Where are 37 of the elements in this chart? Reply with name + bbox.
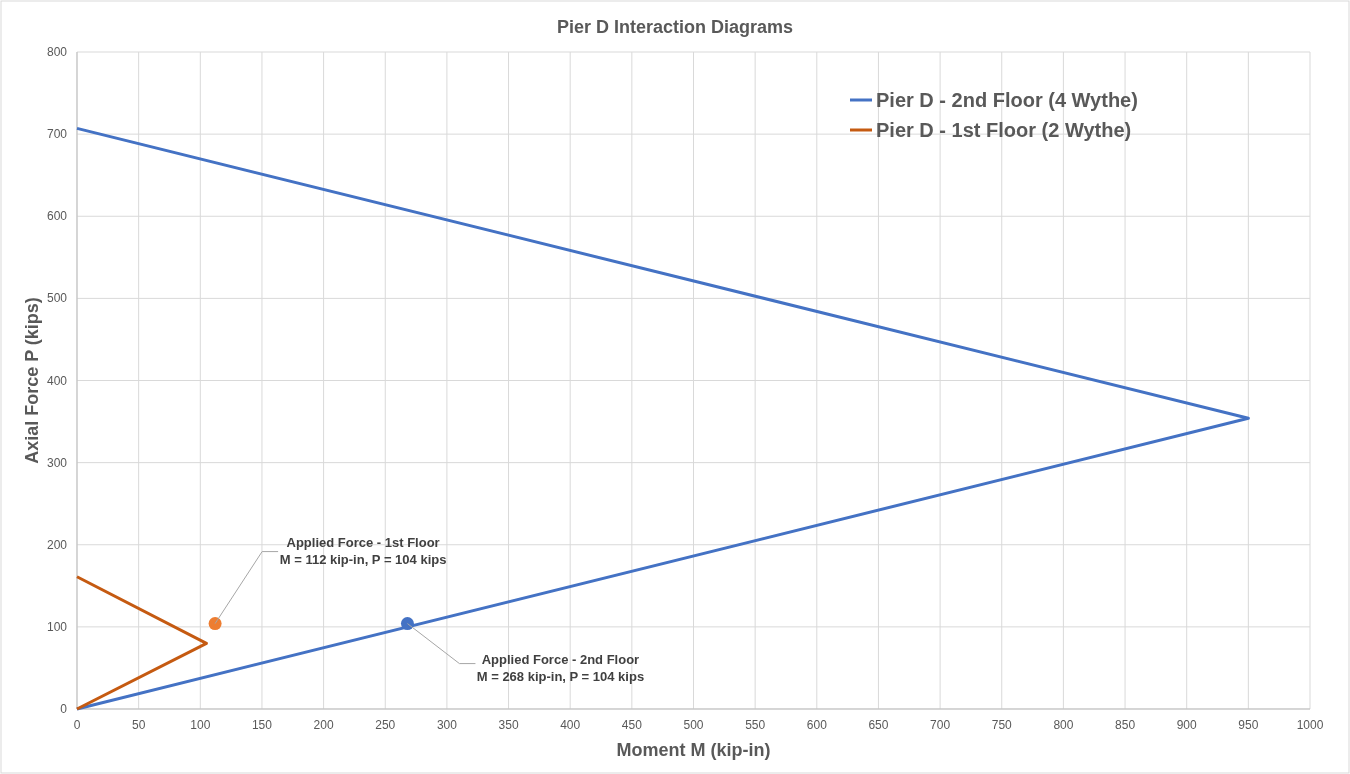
x-tick-label: 750 bbox=[991, 718, 1013, 732]
x-tick-label: 250 bbox=[375, 718, 396, 732]
y-tick-label: 600 bbox=[46, 209, 68, 224]
y-tick-label: 300 bbox=[46, 455, 68, 470]
x-tick-label: 1000 bbox=[1296, 718, 1324, 732]
x-tick-label: 450 bbox=[621, 718, 643, 732]
legend-label: Pier D - 2nd Floor (4 Wythe) bbox=[876, 89, 1138, 111]
x-tick-label: 150 bbox=[251, 718, 273, 732]
x-axis-title: Moment M (kip-in) bbox=[616, 740, 771, 760]
y-tick-label: 0 bbox=[60, 702, 68, 716]
x-tick-label: 700 bbox=[930, 718, 951, 732]
x-tick-label: 350 bbox=[498, 718, 519, 732]
y-tick-label: 100 bbox=[46, 619, 68, 634]
x-tick-label: 200 bbox=[313, 718, 334, 732]
legend-label: Pier D - 1st Floor (2 Wythe) bbox=[876, 119, 1132, 141]
y-tick-label: 200 bbox=[46, 537, 68, 552]
x-tick-label: 650 bbox=[868, 718, 889, 732]
y-tick-label: 700 bbox=[46, 127, 68, 142]
x-tick-label: 500 bbox=[683, 718, 704, 732]
x-tick-label: 850 bbox=[1115, 718, 1136, 732]
x-tick-label: 100 bbox=[190, 718, 211, 732]
y-tick-label: 500 bbox=[46, 291, 68, 306]
x-tick-label: 900 bbox=[1176, 718, 1198, 732]
x-tick-label: 550 bbox=[745, 718, 766, 732]
x-tick-label: 300 bbox=[436, 718, 458, 732]
y-tick-label: 800 bbox=[46, 45, 68, 59]
x-tick-label: 50 bbox=[131, 718, 146, 732]
x-tick-label: 950 bbox=[1238, 718, 1259, 732]
y-tick-label: 400 bbox=[46, 373, 68, 388]
x-tick-label: 600 bbox=[806, 718, 828, 732]
x-tick-label: 800 bbox=[1053, 718, 1074, 732]
annotation: Applied Force - 1st Floor M = 112 kip-in, P = 104 kips bbox=[279, 534, 447, 567]
y-axis-title: Axial Force P (kips) bbox=[22, 297, 42, 464]
x-tick-label: 400 bbox=[560, 718, 581, 732]
x-tick-label: 0 bbox=[73, 718, 81, 732]
chart-title: Pier D Interaction Diagrams bbox=[556, 17, 794, 37]
annotation: Applied Force - 2nd Floor M = 268 kip-in, P = 104 kips bbox=[476, 651, 645, 684]
